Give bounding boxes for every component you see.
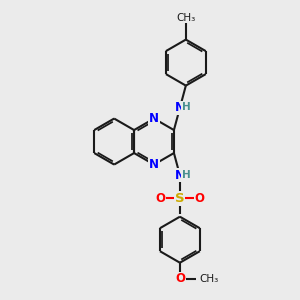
Text: O: O: [155, 192, 165, 205]
Text: H: H: [182, 102, 191, 112]
Text: N: N: [149, 112, 159, 125]
Text: N: N: [175, 169, 185, 182]
Text: S: S: [175, 192, 185, 205]
Text: CH₃: CH₃: [176, 13, 196, 23]
Text: H: H: [182, 170, 191, 180]
Text: CH₃: CH₃: [200, 274, 219, 284]
Text: N: N: [175, 101, 185, 114]
Text: N: N: [149, 158, 159, 171]
Text: O: O: [194, 192, 204, 205]
Text: O: O: [175, 272, 185, 285]
